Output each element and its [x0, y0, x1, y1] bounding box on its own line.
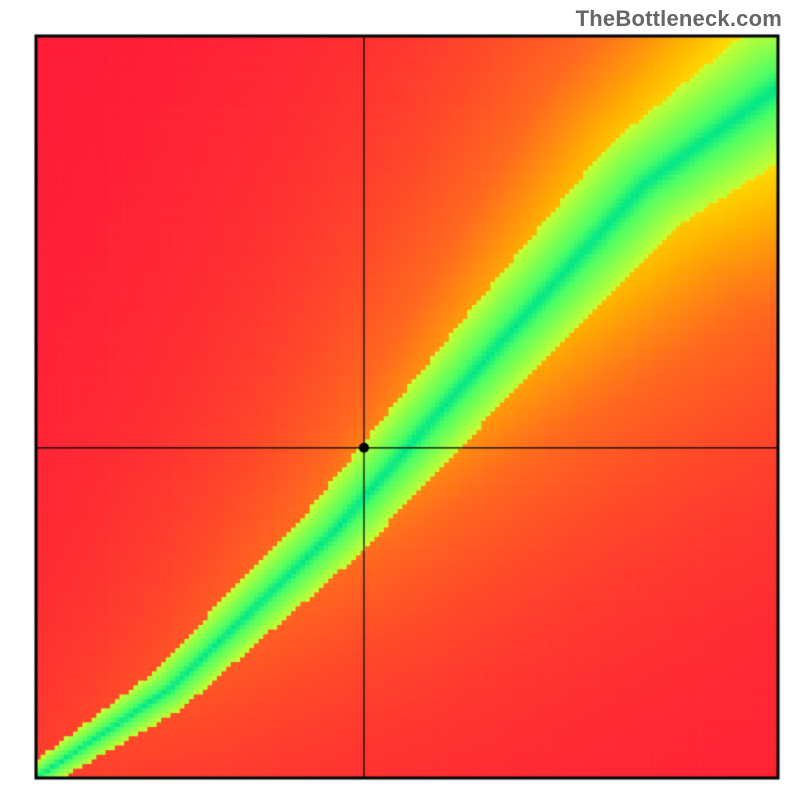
heatmap-canvas: [0, 0, 800, 800]
chart-container: TheBottleneck.com: [0, 0, 800, 800]
watermark-text: TheBottleneck.com: [576, 6, 782, 32]
